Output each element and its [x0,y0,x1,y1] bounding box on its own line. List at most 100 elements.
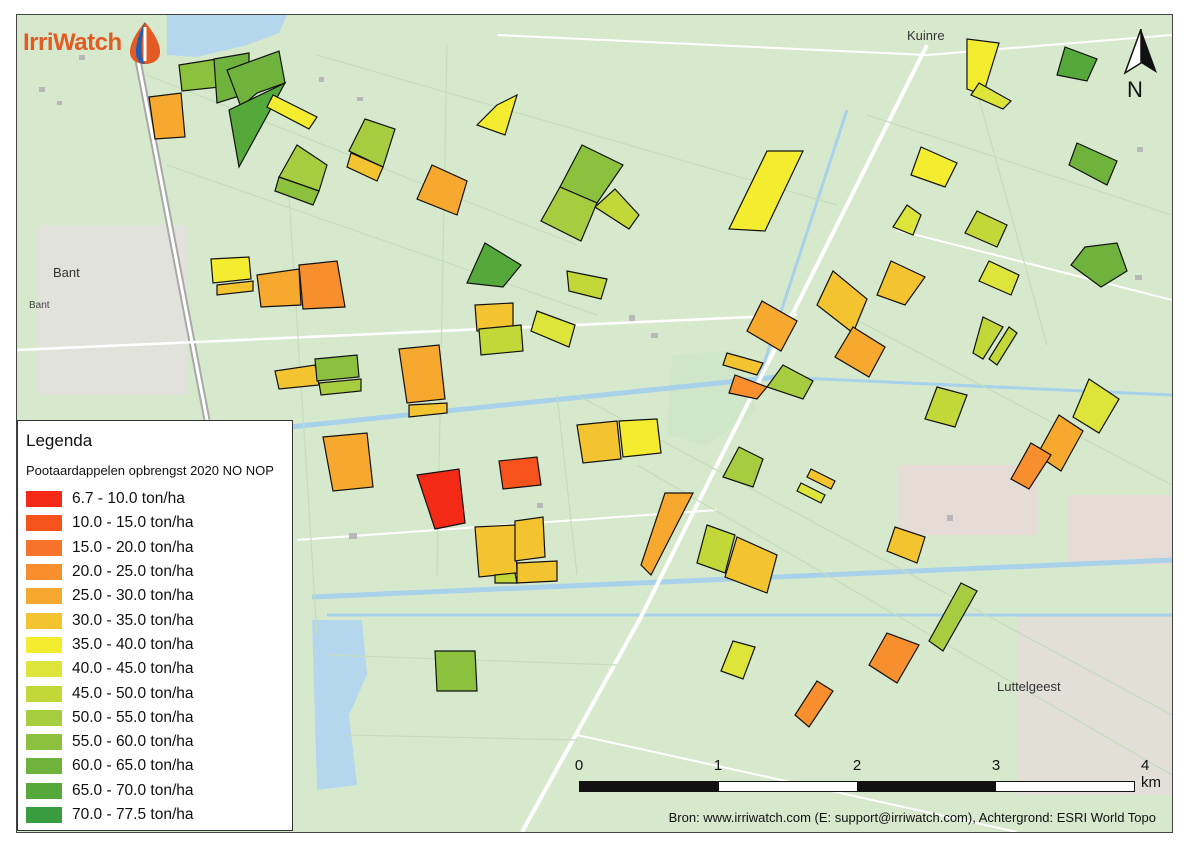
field[interactable] [988,326,1018,366]
legend-item: 50.0 - 55.0 ton/ha [26,706,282,730]
field[interactable] [318,378,362,396]
field[interactable] [806,468,836,490]
legend-item: 35.0 - 40.0 ton/ha [26,633,282,657]
field[interactable] [1068,142,1118,186]
legend-item-label: 15.0 - 20.0 ton/ha [72,538,194,556]
field[interactable] [314,354,360,382]
field[interactable] [886,526,926,564]
field[interactable] [972,316,1004,360]
field[interactable] [474,524,518,578]
field[interactable] [322,432,374,492]
field[interactable] [766,364,814,400]
field[interactable] [1072,378,1120,434]
field[interactable] [964,210,1008,248]
field[interactable] [416,468,466,530]
logo-text: IrriWatch [23,29,122,56]
field[interactable] [346,152,384,182]
field[interactable] [566,270,608,300]
field[interactable] [728,374,769,400]
field[interactable] [978,260,1020,296]
field[interactable] [796,482,826,504]
legend-item-label: 6.7 - 10.0 ton/ha [72,490,185,508]
legend-subtitle: Pootaardappelen opbrengst 2020 NO NOP [26,463,274,478]
field[interactable] [226,50,286,109]
field[interactable] [720,640,756,680]
legend-panel: Legenda Pootaardappelen opbrengst 2020 N… [17,420,293,831]
field[interactable] [576,420,622,464]
field[interactable] [834,326,886,378]
field[interactable] [210,256,252,284]
legend-swatch [26,588,62,605]
legend-item-label: 20.0 - 25.0 ton/ha [72,563,194,581]
holiday-park [667,350,757,445]
place-label-bant: Bant [53,265,80,280]
field[interactable] [416,164,468,216]
legend-swatch [26,491,62,508]
field[interactable] [728,150,804,232]
field[interactable] [514,516,546,562]
legend-swatch [26,709,62,726]
legend-item: 55.0 - 60.0 ton/ha [26,730,282,754]
north-arrow-letter: N [1127,77,1143,102]
legend-item-label: 50.0 - 55.0 ton/ha [72,708,194,726]
field[interactable] [434,650,478,692]
legend-item: 20.0 - 25.0 ton/ha [26,560,282,584]
field[interactable] [475,93,518,136]
place-label-bant-small: Bant [29,300,50,311]
legend-title: Legenda [26,431,93,450]
place-label-kuinre: Kuinre [907,28,945,43]
field-grid [146,44,1172,776]
industry-area-east [1067,495,1172,565]
field[interactable] [516,560,558,584]
field[interactable] [494,572,518,584]
legend-item-label: 45.0 - 50.0 ton/ha [72,684,194,702]
field[interactable] [924,386,968,428]
field[interactable] [722,352,764,376]
field[interactable] [298,260,346,310]
field[interactable] [640,492,694,577]
field[interactable] [722,446,764,488]
legend-swatch [26,564,62,581]
legend-swatch [26,636,62,653]
legend-item-label: 25.0 - 30.0 ton/ha [72,587,194,605]
field[interactable] [618,418,662,458]
legend-item-label: 70.0 - 77.5 ton/ha [72,806,194,823]
scale-track [579,781,1135,792]
legend-swatch [26,734,62,751]
field[interactable] [1056,46,1098,82]
legend-swatch [26,612,62,629]
field[interactable] [746,300,798,352]
field[interactable] [1070,242,1128,288]
field[interactable] [794,680,834,728]
field[interactable] [724,536,778,594]
field[interactable] [868,632,920,684]
field[interactable] [266,94,318,130]
field[interactable] [892,204,922,236]
scale-segment-dark [857,782,996,791]
field[interactable] [478,324,524,356]
field[interactable] [148,92,186,140]
field[interactable] [928,582,978,652]
field[interactable] [530,310,576,348]
field[interactable] [256,268,302,308]
field[interactable] [466,242,522,288]
field[interactable] [594,188,640,230]
field[interactable] [696,524,736,574]
field[interactable] [498,456,542,490]
legend-item: 6.7 - 10.0 ton/ha [26,487,282,511]
field[interactable] [216,280,254,296]
legend-swatch [26,782,62,799]
legend-swatch [26,539,62,556]
field[interactable] [408,402,448,418]
field[interactable] [274,176,320,206]
field[interactable] [1010,442,1052,490]
legend-item-label: 40.0 - 45.0 ton/ha [72,660,194,678]
field[interactable] [910,146,958,188]
scale-tick-label: 0 [574,757,584,774]
water-body-southwest [312,620,367,790]
field[interactable] [970,82,1012,110]
field[interactable] [398,344,446,404]
scale-segment-light [995,782,1134,791]
field[interactable] [876,260,926,306]
field[interactable] [540,186,598,242]
